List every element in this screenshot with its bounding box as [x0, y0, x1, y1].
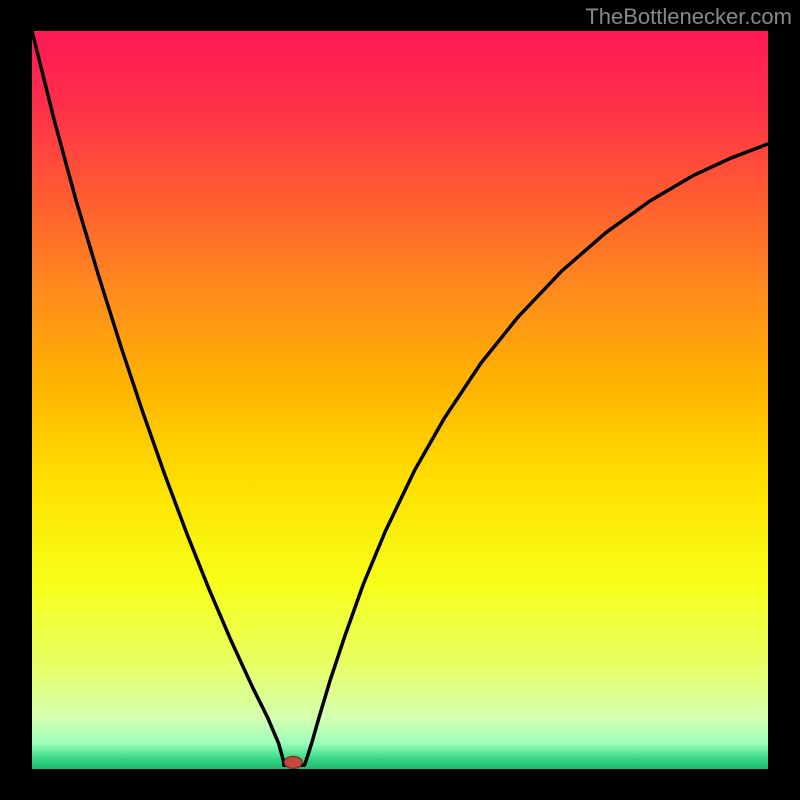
bottleneck-chart — [0, 0, 800, 800]
watermark-text: TheBottlenecker.com — [585, 4, 792, 30]
minimum-marker — [284, 756, 302, 768]
chart-background — [32, 31, 768, 769]
